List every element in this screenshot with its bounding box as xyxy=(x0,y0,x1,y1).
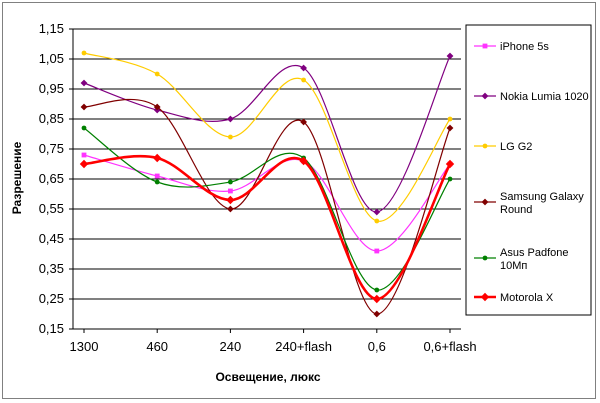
legend-marker-samsung-galaxy-round xyxy=(481,198,489,206)
data-point-nokia-lumia-1020 xyxy=(373,208,381,216)
series-lg-g2 xyxy=(81,50,453,224)
data-point-samsung-galaxy-round xyxy=(373,310,381,318)
tick-labels: 0,15 0,25 0,35 0,45 0,55 0,65 0,75 0,85 0,95 1,05… xyxy=(39,21,477,354)
data-point-lg-g2 xyxy=(301,77,306,83)
series-nokia-lumia-1020 xyxy=(80,52,454,216)
data-point-lg-g2 xyxy=(447,116,453,122)
data-point-samsung-galaxy-round xyxy=(300,118,307,126)
legend-item-iphone-5s: iPhone 5s xyxy=(474,41,549,53)
legend-marker-nokia-lumia-1020 xyxy=(481,92,489,100)
legend-items: iPhone 5s Nokia Lumia 1020 LG G2 Samsung Ga… xyxy=(474,41,589,304)
data-point-iphone-5s xyxy=(228,188,233,194)
data-point-motorola-x xyxy=(226,195,235,205)
legend-item-lg-g2: LG G2 xyxy=(474,141,532,153)
series-line-motorola-x xyxy=(83,154,452,301)
legend-marker-iphone-5s xyxy=(482,43,488,49)
legend-label: iPhone 5s xyxy=(500,41,549,53)
data-point-nokia-lumia-1020 xyxy=(300,64,307,72)
data-point-iphone-5s xyxy=(374,248,380,254)
y-tick-label: 1,15 xyxy=(39,21,64,36)
data-point-samsung-galaxy-round xyxy=(80,103,88,111)
y-tick-label: 0,45 xyxy=(39,231,64,246)
legend-item-motorola-x: Motorola X xyxy=(474,292,554,304)
data-point-motorola-x xyxy=(299,156,308,166)
data-point-iphone-5s xyxy=(154,173,160,179)
series-line-lg-g2 xyxy=(83,52,451,222)
data-point-motorola-x xyxy=(445,159,455,169)
legend-label: Nokia Lumia 1020 xyxy=(500,91,589,103)
y-tick-label: 1,05 xyxy=(39,51,64,66)
x-tick-label: 0,6+flash xyxy=(423,339,476,354)
legend-label: Asus Padfone xyxy=(500,247,569,259)
series-layer xyxy=(79,50,455,318)
x-tick-label: 240+flash xyxy=(275,339,332,354)
legend-label: Motorola X xyxy=(500,292,554,304)
data-point-motorola-x xyxy=(79,159,89,169)
data-point-lg-g2 xyxy=(374,218,380,224)
data-point-lg-g2 xyxy=(154,71,160,77)
data-point-lg-g2 xyxy=(228,134,233,140)
legend-box xyxy=(465,24,592,316)
data-point-motorola-x xyxy=(372,294,381,304)
y-tick-label: 0,85 xyxy=(39,111,64,126)
data-point-asus-padfone-10 xyxy=(228,179,233,185)
y-tick-label: 0,15 xyxy=(39,321,64,336)
legend: iPhone 5s Nokia Lumia 1020 LG G2 Samsung Ga… xyxy=(465,24,592,316)
y-tick-label: 0,25 xyxy=(39,291,64,306)
data-point-samsung-galaxy-round xyxy=(153,103,161,111)
data-point-motorola-x xyxy=(153,153,162,163)
x-axis-title: Освещение, люкс xyxy=(215,370,320,384)
x-tick-label: 460 xyxy=(146,339,168,354)
legend-label: Round xyxy=(500,204,532,216)
series-samsung-galaxy-round xyxy=(80,98,454,318)
series-line-nokia-lumia-1020 xyxy=(83,55,451,213)
series-motorola-x xyxy=(79,153,455,304)
legend-item-nokia-lumia-1020: Nokia Lumia 1020 xyxy=(474,91,589,103)
data-point-samsung-galaxy-round xyxy=(227,205,234,213)
x-tick-label: 1300 xyxy=(70,339,99,354)
legend-marker-asus-padfone-10 xyxy=(482,255,488,261)
data-point-samsung-galaxy-round xyxy=(446,124,454,132)
legend-marker-lg-g2 xyxy=(482,143,488,149)
data-point-asus-padfone-10 xyxy=(447,176,453,182)
y-tick-label: 0,55 xyxy=(39,201,64,216)
x-tick-label: 240 xyxy=(220,339,242,354)
data-point-nokia-lumia-1020 xyxy=(80,79,88,87)
legend-label: Samsung Galaxy xyxy=(500,191,584,203)
y-tick-label: 0,95 xyxy=(39,81,64,96)
legend-label: 10Мп xyxy=(500,260,527,272)
y-tick-label: 0,75 xyxy=(39,141,64,156)
data-point-asus-padfone-10 xyxy=(81,125,87,131)
series-iphone-5s xyxy=(81,152,453,254)
x-tick-label: 0,6 xyxy=(368,339,386,354)
data-point-asus-padfone-10 xyxy=(154,179,160,185)
data-point-nokia-lumia-1020 xyxy=(227,115,234,123)
series-line-iphone-5s xyxy=(83,154,451,252)
data-point-lg-g2 xyxy=(81,50,87,56)
data-point-iphone-5s xyxy=(81,152,87,158)
y-axis-title: Разрешение xyxy=(10,141,24,214)
axes xyxy=(69,28,461,333)
legend-marker-motorola-x xyxy=(480,292,490,302)
legend-label: LG G2 xyxy=(500,141,532,153)
y-tick-label: 0,35 xyxy=(39,261,64,276)
data-point-nokia-lumia-1020 xyxy=(446,52,454,60)
y-tick-label: 0,65 xyxy=(39,171,64,186)
data-point-asus-padfone-10 xyxy=(374,287,380,293)
